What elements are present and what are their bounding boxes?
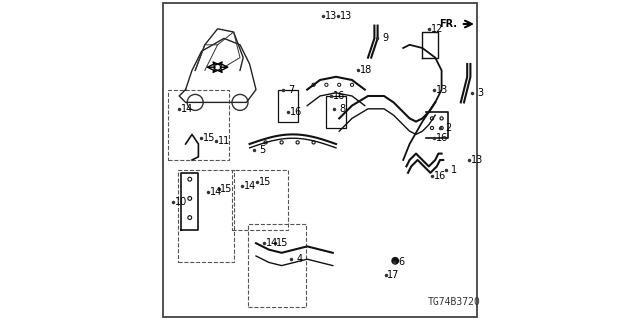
Text: 2: 2: [445, 123, 451, 133]
Text: 13: 13: [339, 11, 352, 21]
Bar: [168, 90, 229, 160]
Text: 15: 15: [276, 238, 289, 248]
Text: 11: 11: [218, 136, 230, 146]
Text: 15: 15: [220, 184, 233, 194]
Text: 7: 7: [288, 84, 294, 95]
Text: 8: 8: [339, 104, 346, 114]
Text: 16: 16: [333, 91, 346, 101]
Text: 1: 1: [451, 164, 458, 175]
Bar: [248, 224, 306, 307]
Text: 16: 16: [290, 107, 302, 117]
Text: 5: 5: [259, 145, 266, 156]
Text: 14: 14: [243, 180, 256, 191]
Text: 3: 3: [477, 88, 483, 98]
Text: 14: 14: [266, 238, 278, 248]
Bar: [232, 170, 288, 230]
Text: 4: 4: [296, 254, 302, 264]
Text: 12: 12: [431, 24, 443, 34]
Text: 14: 14: [210, 187, 222, 197]
Bar: [278, 90, 298, 122]
Text: 16: 16: [434, 171, 446, 181]
Text: 13: 13: [470, 155, 483, 165]
Bar: [326, 96, 346, 128]
Text: 9: 9: [382, 33, 388, 44]
Text: 18: 18: [360, 65, 372, 76]
Text: 15: 15: [259, 177, 271, 188]
Bar: [178, 170, 234, 262]
Text: 17: 17: [387, 270, 400, 280]
Text: 10: 10: [175, 196, 187, 207]
Text: 13: 13: [325, 11, 337, 21]
Text: 14: 14: [181, 104, 193, 114]
Text: TG74B3720: TG74B3720: [428, 297, 481, 307]
Text: 13: 13: [435, 84, 448, 95]
Text: FR.: FR.: [440, 19, 458, 29]
Text: 16: 16: [435, 132, 448, 143]
Text: 6: 6: [399, 257, 404, 268]
Text: 15: 15: [203, 132, 215, 143]
Circle shape: [392, 258, 398, 264]
